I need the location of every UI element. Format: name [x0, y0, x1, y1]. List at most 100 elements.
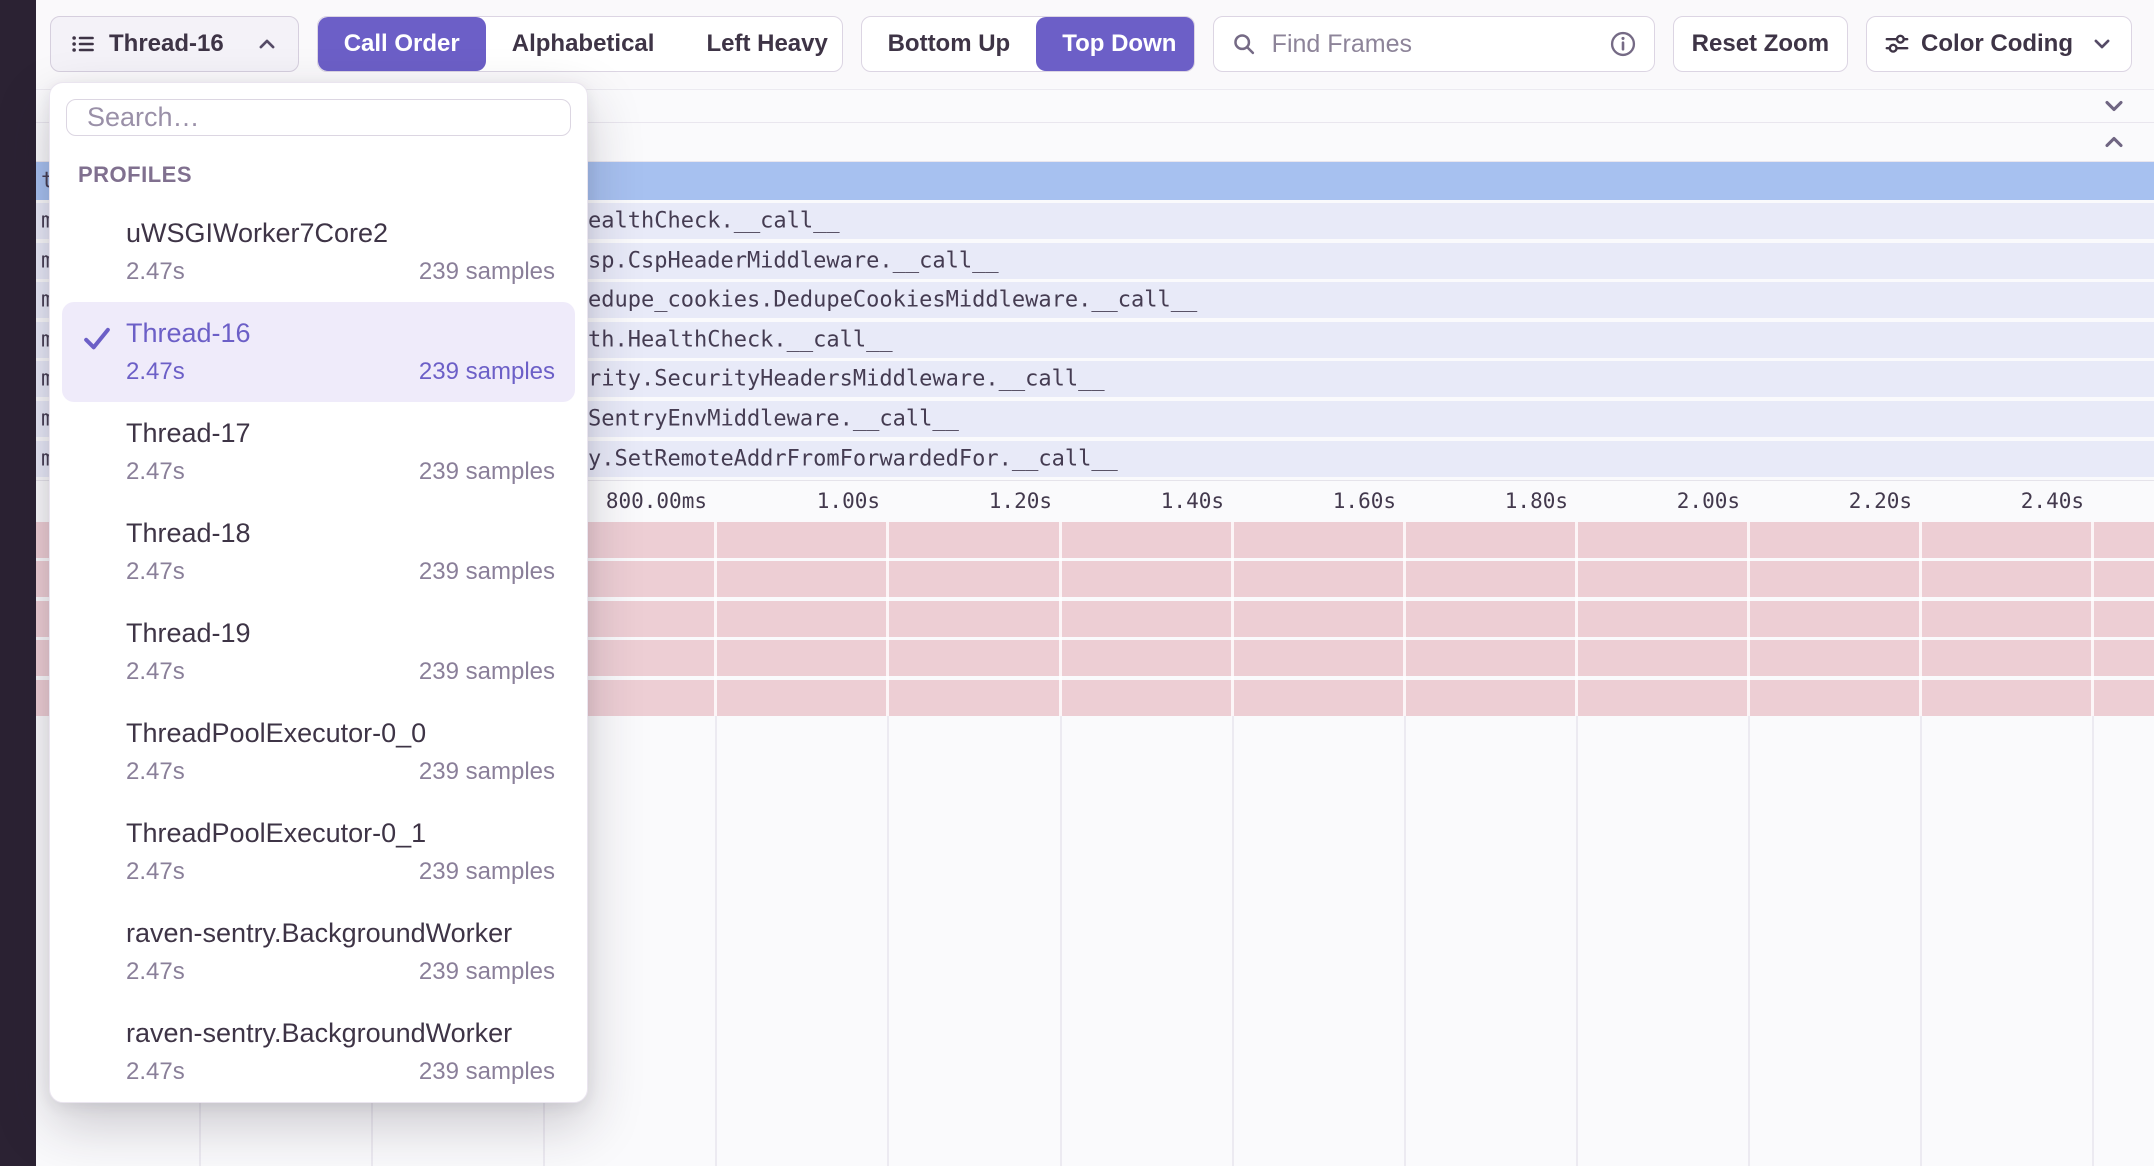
axis-tick-label: 1.00s — [816, 488, 880, 513]
profile-name: uWSGIWorker7Core2 — [126, 218, 389, 248]
profile-option-threadpoolexecutor-0-0[interactable]: ThreadPoolExecutor-0_0 2.47s 239 samples — [62, 702, 575, 802]
axis-tick-label: 800.00ms — [605, 488, 707, 513]
gridline — [715, 716, 717, 1166]
reset-zoom-label: Reset Zoom — [1691, 30, 1830, 57]
tab-call-order[interactable]: Call Order — [317, 17, 486, 71]
gridline — [1748, 716, 1750, 1166]
sort-order-segmented-control: Call Order Alphabetical Left Heavy — [316, 16, 843, 72]
profile-duration: 2.47s — [126, 558, 185, 585]
profile-name: raven-sentry.BackgroundWorker — [126, 1018, 513, 1048]
profile-option-raven-sentry-backgroundworker-1[interactable]: raven-sentry.BackgroundWorker 2.47s 239 … — [62, 902, 575, 1002]
tab-alphabetical[interactable]: Alphabetical — [511, 30, 655, 57]
profiles-section-label: PROFILES — [78, 162, 193, 187]
profile-name: Thread-17 — [126, 418, 251, 448]
checkmark-icon — [82, 324, 112, 354]
profile-samples: 239 samples — [418, 858, 555, 885]
color-coding-button[interactable]: Color Coding — [1866, 16, 2132, 72]
gridline — [887, 716, 889, 1166]
axis-tick-label: 2.40s — [2020, 488, 2084, 513]
profile-name: raven-sentry.BackgroundWorker — [126, 918, 513, 948]
profile-samples: 239 samples — [418, 458, 555, 485]
direction-segmented-control: Bottom Up Top Down — [860, 16, 1195, 72]
profile-samples: 239 samples — [418, 958, 555, 985]
color-coding-label: Color Coding — [1921, 30, 2073, 57]
axis-tick-label: 2.00s — [1676, 488, 1740, 513]
profile-name: Thread-16 — [126, 318, 251, 348]
gridline — [2092, 716, 2094, 1166]
thread-selector-button[interactable]: Thread-16 — [50, 16, 299, 72]
flamegraph-toolbar: Thread-16 Call Order Alphabetical Left H… — [36, 0, 2154, 88]
profile-option-thread-18[interactable]: Thread-18 2.47s 239 samples — [62, 502, 575, 602]
tab-left-heavy[interactable]: Left Heavy — [706, 30, 828, 57]
profile-duration: 2.47s — [126, 958, 185, 985]
gridline — [1232, 716, 1234, 1166]
profile-samples: 239 samples — [418, 258, 555, 285]
gridline — [1403, 522, 1406, 716]
profile-duration: 2.47s — [126, 258, 185, 285]
chevron-down-icon — [2091, 33, 2113, 55]
frame-text: y.SetRemoteAddrFromForwardedFor.__call__ — [588, 446, 1118, 471]
axis-tick-label: 1.20s — [988, 488, 1052, 513]
profiles-search-box[interactable] — [66, 99, 571, 136]
profile-duration: 2.47s — [126, 458, 185, 485]
frame-text: rity.SecurityHeadersMiddleware.__call__ — [588, 366, 1105, 392]
profiles-list: uWSGIWorker7Core2 2.47s 239 samples Thre… — [50, 202, 587, 1102]
profile-samples: 239 samples — [418, 358, 555, 385]
profile-samples: 239 samples — [418, 758, 555, 785]
find-frames-search[interactable] — [1212, 16, 1655, 72]
frame-text: ealthCheck.__call__ — [588, 208, 840, 234]
frame-text: SentryEnvMiddleware.__call__ — [588, 406, 959, 431]
chevron-up-icon[interactable] — [2100, 128, 2128, 156]
profile-name: ThreadPoolExecutor-0_1 — [126, 818, 427, 848]
profile-option-thread-19[interactable]: Thread-19 2.47s 239 samples — [62, 602, 575, 702]
gridline — [886, 522, 889, 716]
profile-name: Thread-19 — [126, 618, 251, 648]
profile-duration: 2.47s — [126, 1058, 185, 1085]
frame-text: edupe_cookies.DedupeCookiesMiddleware.__… — [588, 287, 1198, 313]
profile-option-thread-16[interactable]: Thread-16 2.47s 239 samples — [62, 302, 575, 402]
left-sidebar-strip — [0, 0, 36, 1166]
frame-text: sp.CspHeaderMiddleware.__call__ — [588, 248, 999, 273]
axis-tick-label: 1.40s — [1160, 488, 1224, 513]
profile-duration: 2.47s — [126, 858, 185, 885]
profile-name: Thread-18 — [126, 518, 251, 548]
profile-option-thread-17[interactable]: Thread-17 2.47s 239 samples — [62, 402, 575, 502]
gridline — [1747, 522, 1750, 716]
gridline — [1059, 522, 1062, 716]
gridline — [714, 522, 717, 716]
find-frames-input[interactable] — [1269, 28, 1596, 60]
tab-top-down[interactable]: Top Down — [1036, 17, 1194, 71]
gridline — [1576, 716, 1578, 1166]
gridline — [1231, 522, 1234, 716]
profile-name: ThreadPoolExecutor-0_0 — [126, 718, 427, 748]
gridline — [1575, 522, 1578, 716]
axis-tick-label: 1.60s — [1332, 488, 1396, 513]
profile-option-threadpoolexecutor-0-1[interactable]: ThreadPoolExecutor-0_1 2.47s 239 samples — [62, 802, 575, 902]
chevron-up-icon — [256, 33, 278, 55]
profile-duration: 2.47s — [126, 758, 185, 785]
thread-selector-label: Thread-16 — [109, 30, 224, 57]
profile-samples: 239 samples — [418, 658, 555, 685]
profile-option-uwsgiworker7core2[interactable]: uWSGIWorker7Core2 2.47s 239 samples — [62, 202, 575, 302]
sliders-icon — [1885, 32, 1909, 56]
gridline — [1060, 716, 1062, 1166]
profiles-search-input[interactable] — [67, 102, 570, 133]
info-icon[interactable] — [1610, 31, 1636, 57]
gridline — [1404, 716, 1406, 1166]
list-icon — [71, 32, 95, 56]
profile-option-raven-sentry-backgroundworker-2[interactable]: raven-sentry.BackgroundWorker 2.47s 239 … — [62, 1002, 575, 1102]
chevron-down-icon[interactable] — [2100, 92, 2128, 120]
profile-samples: 239 samples — [418, 1058, 555, 1085]
tab-bottom-up[interactable]: Bottom Up — [887, 30, 1011, 57]
gridline — [1920, 716, 1922, 1166]
profile-duration: 2.47s — [126, 658, 185, 685]
axis-tick-label: 1.80s — [1504, 488, 1568, 513]
frame-text: th.HealthCheck.__call__ — [588, 327, 893, 352]
search-icon — [1232, 32, 1256, 56]
profile-samples: 239 samples — [418, 558, 555, 585]
gridline — [2091, 522, 2094, 716]
axis-tick-label: 2.20s — [1848, 488, 1912, 513]
gridline — [1919, 522, 1922, 716]
reset-zoom-button[interactable]: Reset Zoom — [1672, 16, 1849, 72]
